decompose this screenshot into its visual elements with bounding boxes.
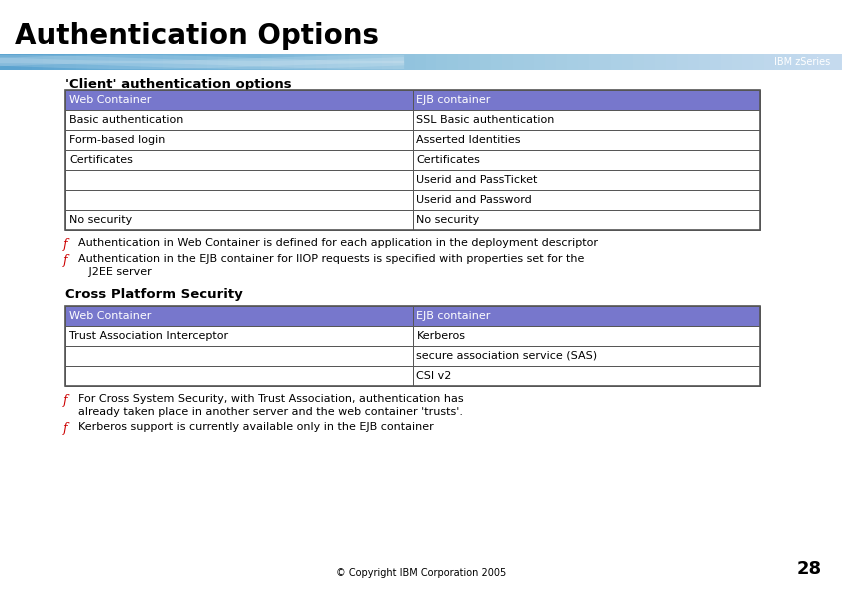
Text: already taken place in another server and the web container 'trusts'.: already taken place in another server an… xyxy=(78,407,463,417)
Bar xyxy=(413,366,760,386)
Text: Userid and Password: Userid and Password xyxy=(417,195,532,205)
Bar xyxy=(65,130,413,150)
Text: Userid and PassTicket: Userid and PassTicket xyxy=(417,175,538,185)
Bar xyxy=(65,170,413,190)
Text: f: f xyxy=(63,254,67,267)
Bar xyxy=(65,190,413,210)
Bar xyxy=(413,150,760,170)
Bar xyxy=(65,306,413,326)
Text: Certificates: Certificates xyxy=(417,155,481,165)
Text: SSL Basic authentication: SSL Basic authentication xyxy=(417,115,555,125)
Text: Certificates: Certificates xyxy=(69,155,133,165)
Bar xyxy=(65,326,413,346)
Bar xyxy=(413,346,760,366)
Bar xyxy=(65,366,413,386)
Bar xyxy=(413,170,760,190)
Text: Web Container: Web Container xyxy=(69,95,152,105)
Bar xyxy=(413,130,760,150)
Bar xyxy=(413,210,760,230)
Text: Authentication Options: Authentication Options xyxy=(15,22,379,50)
Text: For Cross System Security, with Trust Association, authentication has: For Cross System Security, with Trust As… xyxy=(78,394,464,404)
Text: Asserted Identities: Asserted Identities xyxy=(417,135,521,145)
Text: No security: No security xyxy=(69,215,132,225)
Bar xyxy=(413,190,760,210)
Text: Kerberos: Kerberos xyxy=(417,331,466,341)
Text: EJB container: EJB container xyxy=(417,95,491,105)
Text: Authentication in the EJB container for IIOP requests is specified with properti: Authentication in the EJB container for … xyxy=(78,254,584,264)
Text: © Copyright IBM Corporation 2005: © Copyright IBM Corporation 2005 xyxy=(336,568,506,578)
Text: Authentication in Web Container is defined for each application in the deploymen: Authentication in Web Container is defin… xyxy=(78,238,598,248)
Text: EJB container: EJB container xyxy=(417,311,491,321)
Text: 28: 28 xyxy=(797,560,822,578)
Text: No security: No security xyxy=(417,215,480,225)
Text: Form-based login: Form-based login xyxy=(69,135,165,145)
Bar xyxy=(65,90,413,110)
Text: Kerberos support is currently available only in the EJB container: Kerberos support is currently available … xyxy=(78,422,434,432)
Text: Web Container: Web Container xyxy=(69,311,152,321)
Bar xyxy=(413,306,760,326)
Text: J2EE server: J2EE server xyxy=(78,267,152,277)
Bar xyxy=(65,90,760,230)
Text: 'Client' authentication options: 'Client' authentication options xyxy=(65,78,291,91)
Text: f: f xyxy=(63,422,67,435)
Text: f: f xyxy=(63,238,67,251)
Bar xyxy=(65,110,413,130)
Text: CSI v2: CSI v2 xyxy=(417,371,452,381)
Text: IBM zSeries: IBM zSeries xyxy=(774,57,830,67)
Bar xyxy=(413,326,760,346)
Bar xyxy=(65,150,413,170)
Bar xyxy=(65,346,413,366)
Bar xyxy=(65,306,760,386)
Text: f: f xyxy=(63,394,67,407)
Text: Trust Association Interceptor: Trust Association Interceptor xyxy=(69,331,228,341)
Bar xyxy=(413,110,760,130)
Bar xyxy=(413,90,760,110)
Text: secure association service (SAS): secure association service (SAS) xyxy=(417,351,598,361)
Text: Basic authentication: Basic authentication xyxy=(69,115,184,125)
Bar xyxy=(65,210,413,230)
Text: Cross Platform Security: Cross Platform Security xyxy=(65,288,242,301)
